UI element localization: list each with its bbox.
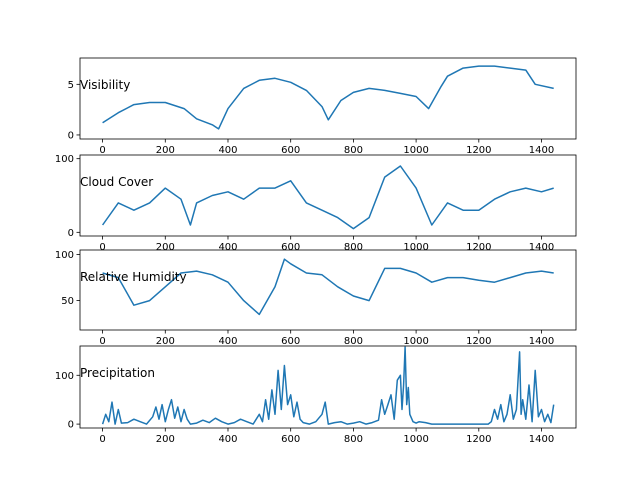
relative-humidity-x-tick-label: 1000: [403, 336, 428, 347]
precipitation-x-tick-label: 0: [99, 434, 105, 445]
precipitation-axes-frame: [79, 345, 577, 429]
cloud-cover-x-tick-label: 400: [218, 242, 237, 253]
precipitation-x-tick-label: 1200: [466, 434, 491, 445]
precipitation-x-tick-label: 400: [218, 434, 237, 445]
visibility-x-tick-label: 0: [99, 145, 105, 156]
relative-humidity-x-tick-label: 0: [99, 336, 105, 347]
cloud-cover-x-tick-label: 800: [344, 242, 363, 253]
relative-humidity-axes-frame: [79, 249, 577, 331]
visibility-x-tick-label: 800: [344, 145, 363, 156]
visibility-x-tick-label: 400: [218, 145, 237, 156]
precipitation-y-tick-label: 100: [55, 371, 74, 382]
panel-visibility: 0 200 400 600 800 1000 1200 1400 0 5 Visibility: [68, 57, 577, 156]
cloud-cover-x-tick-label: 1200: [466, 242, 491, 253]
precipitation-x-tick-label: 200: [156, 434, 175, 445]
relative-humidity-y-tick-label: 100: [55, 250, 74, 261]
cloud-cover-series-line: [101, 165, 554, 230]
cloud-cover-axes-frame: [79, 154, 577, 237]
cloud-cover-x-tick-label: 1000: [403, 242, 428, 253]
relative-humidity-series-line: [102, 258, 554, 316]
panel-relative-humidity: 0 200 400 600 800 1000 1200 1400 50 100 Relative H…: [55, 249, 577, 347]
precipitation-x-tick-label: 600: [281, 434, 300, 445]
relative-humidity-x-tick-label: 800: [344, 336, 363, 347]
relative-humidity-panel-title: Relative Humidity: [80, 270, 187, 284]
relative-humidity-x-tick-label: 1200: [466, 336, 491, 347]
precipitation-panel-title: Precipitation: [80, 366, 155, 380]
precipitation-y-tick-label: 0: [68, 420, 74, 431]
panel-precipitation: 0 200 400 600 800 1000 1200 1400 0 100 Precipitati…: [55, 345, 577, 445]
cloud-cover-x-tick-label: 0: [99, 242, 105, 253]
visibility-y-tick-label: 5: [68, 80, 74, 91]
visibility-x-tick-label: 1200: [466, 145, 491, 156]
precipitation-x-tick-label: 1000: [403, 434, 428, 445]
visibility-x-tick-label: 1400: [529, 145, 554, 156]
cloud-cover-x-tick-label: 1400: [529, 242, 554, 253]
cloud-cover-x-tick-label: 600: [281, 242, 300, 253]
visibility-axes-frame: [79, 57, 577, 140]
cloud-cover-panel-title: Cloud Cover: [80, 175, 153, 189]
visibility-series-line: [102, 65, 554, 130]
cloud-cover-y-tick-label: 100: [55, 154, 74, 165]
precipitation-series-line: [101, 346, 555, 425]
relative-humidity-x-tick-label: 400: [218, 336, 237, 347]
panel-cloud-cover: 0 200 400 600 800 1000 1200 1400 0 100 Cloud Cover: [55, 154, 577, 253]
visibility-panel-title: Visibility: [80, 78, 130, 92]
precipitation-x-tick-label: 800: [344, 434, 363, 445]
cloud-cover-x-tick-label: 200: [156, 242, 175, 253]
relative-humidity-x-tick-label: 1400: [529, 336, 554, 347]
relative-humidity-x-tick-label: 200: [156, 336, 175, 347]
relative-humidity-x-tick-label: 600: [281, 336, 300, 347]
cloud-cover-y-tick-label: 0: [68, 228, 74, 239]
visibility-y-tick-label: 0: [68, 130, 74, 141]
visibility-x-tick-label: 200: [156, 145, 175, 156]
visibility-x-tick-label: 1000: [403, 145, 428, 156]
precipitation-x-tick-label: 1400: [529, 434, 554, 445]
relative-humidity-y-tick-label: 50: [61, 296, 74, 307]
visibility-x-tick-label: 600: [281, 145, 300, 156]
